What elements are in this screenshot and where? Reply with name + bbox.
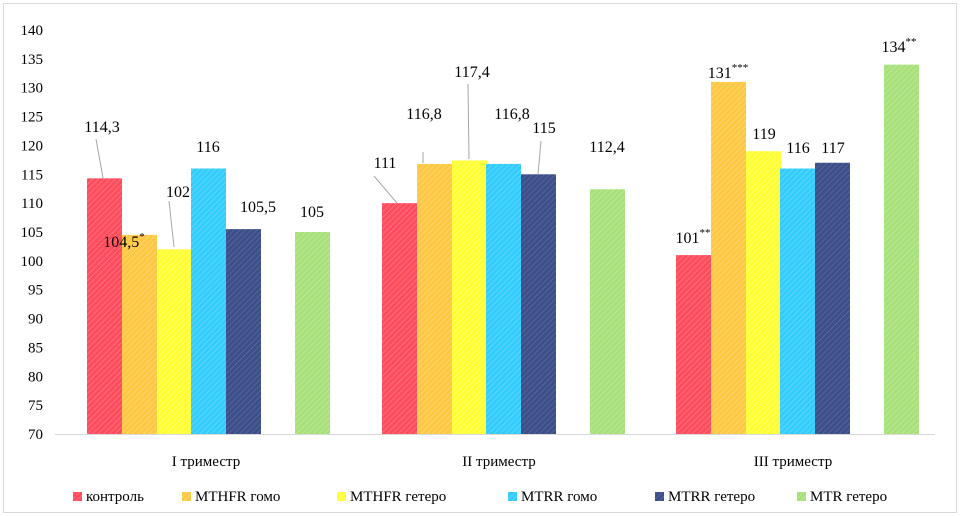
bar [486,163,521,434]
leader-line [373,175,398,204]
legend-item: MTRR гомо [508,489,597,505]
bar [590,189,625,434]
legend-label: MTHFR гетеро [350,489,446,505]
bars [87,64,919,435]
y-tick-label: 130 [21,81,44,97]
legend-swatch [73,492,82,501]
data-label: 131*** [708,62,749,82]
legend-swatch [797,492,806,501]
x-axis: I триместр II триместр III триместр [55,434,935,470]
legend-swatch [337,492,346,501]
data-label: 101** [676,227,711,247]
x-category-label: II триместр [462,454,535,470]
data-label: 102 [166,184,190,201]
y-tick-label: 85 [28,340,43,356]
y-axis: 70 75 80 85 90 95 100 105 110 115 120 125 130 135 140 [21,23,44,443]
y-tick-label: 110 [21,196,43,212]
y-tick-label: 140 [21,23,44,39]
x-category-label: III триместр [754,454,832,470]
legend-label: MTR гетеро [810,489,887,505]
data-label: 105,5 [240,199,276,216]
y-tick-label: 105 [21,225,44,241]
bar [191,168,226,434]
data-label: 119 [752,126,775,143]
y-tick-label: 120 [21,138,44,154]
bar [521,174,556,435]
bar [295,232,330,434]
bar [711,81,746,434]
leader-line [537,140,542,175]
legend-label: контроль [86,489,144,505]
y-tick-label: 115 [21,167,43,183]
bar [122,234,157,434]
legend-item: MTR гетеро [797,489,887,505]
y-tick-label: 80 [28,369,43,385]
leader-line [168,200,175,248]
legend-label: MTHFR гомо [195,489,280,505]
data-label: 116,8 [494,106,529,123]
bar [676,255,711,434]
bar [884,64,919,434]
bar [780,168,815,434]
legend-item: MTHFR гомо [182,489,280,505]
legend: контроль MTHFR гомо MTHFR гетеро MTRR гомо M… [73,489,887,505]
bar [157,249,192,434]
legend-item: MTRR гетеро [655,489,755,505]
data-label: 116 [196,139,219,156]
legend-swatch [508,492,517,501]
bar [746,151,781,434]
data-labels: 114,3 111 101** 104,5* 116,8 131*** 102 117,4 11… [84,36,916,251]
y-tick-label: 100 [21,254,44,270]
bar [226,229,261,434]
data-label: 134** [882,36,917,56]
y-tick-label: 125 [21,110,44,126]
leader-line [467,83,470,160]
legend-item: MTHFR гетеро [337,489,446,505]
data-label: 111 [374,155,397,172]
legend-swatch [182,492,191,501]
data-label: 114,3 [84,119,119,136]
data-label: 105 [300,204,324,221]
y-tick-label: 135 [21,52,44,68]
leader-line [95,138,104,179]
data-label: 117 [821,140,844,157]
bar [382,203,417,434]
y-tick-label: 70 [28,427,43,443]
y-tick-label: 95 [28,283,43,299]
y-tick-label: 90 [28,312,43,328]
data-label: 117,4 [454,64,489,81]
leader-lines [95,83,542,248]
legend-swatch [655,492,664,501]
data-label: 115 [532,120,555,137]
y-tick-label: 75 [28,398,43,414]
x-category-label: I триместр [172,454,240,470]
bar [417,163,452,434]
bar [452,160,487,435]
data-label: 112,4 [589,139,624,156]
legend-label: MTRR гетеро [668,489,755,505]
legend-item: контроль [73,489,144,505]
data-label: 116,8 [406,106,441,123]
data-label: 104,5* [103,231,145,251]
bar [87,178,122,434]
data-label: 116 [786,140,809,157]
legend-label: MTRR гомо [521,489,597,505]
bar [815,162,850,434]
